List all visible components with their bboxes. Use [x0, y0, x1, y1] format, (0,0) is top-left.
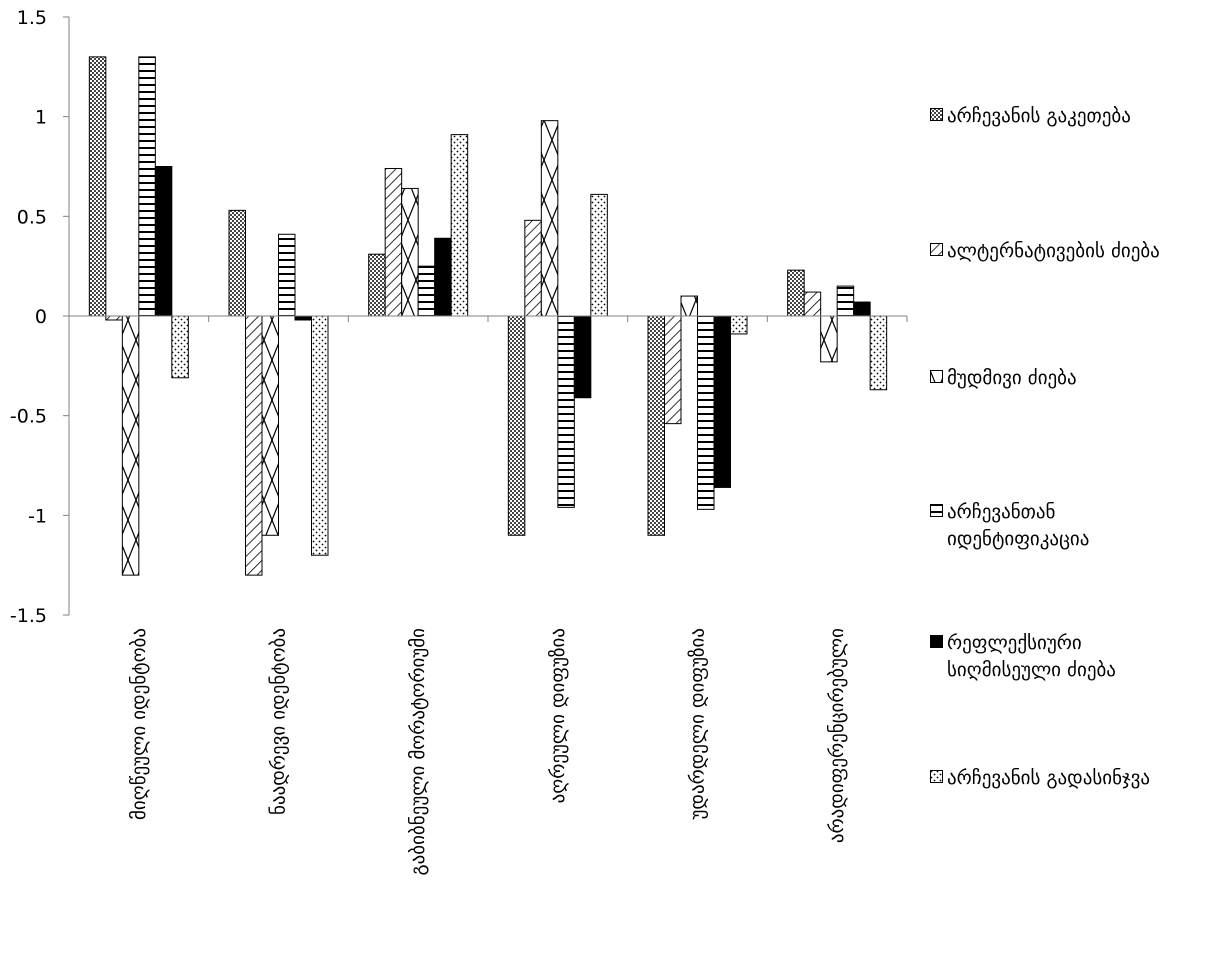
bar-series1-cat1	[88, 56, 107, 317]
bars	[88, 56, 888, 576]
y-tick-label: 0.5	[17, 206, 47, 228]
y-tick-label: -0.5	[10, 406, 47, 428]
bar-series3-cat6	[820, 315, 838, 363]
bar-series4-cat5	[697, 315, 715, 510]
legend-swatch-crosshatch	[930, 108, 943, 121]
bar-series6-cat3	[450, 134, 469, 317]
x-category-label: გაბიბნეული მორატორიუმი	[407, 628, 429, 875]
legend-item-series-4: არჩევანთან იდენტიფიკაცია	[930, 499, 1192, 553]
bar-series4-cat4	[557, 315, 575, 508]
x-category-label: ნაადრევი იდენტობა	[268, 628, 290, 815]
legend-label: რეფლექსიური სიღმისეული ძიება	[947, 632, 1116, 681]
bar-series1-cat5	[647, 315, 665, 536]
bar-series5-cat6	[853, 301, 871, 317]
bar-series5-cat5	[713, 315, 731, 488]
legend: არჩევანის გაკეთება ალტერნატივების ძიება …	[930, 0, 1210, 900]
x-axis	[68, 315, 908, 322]
y-tick-label: 1.5	[17, 7, 47, 29]
legend-item-series-3: მუდმივი ძიება	[930, 365, 1192, 392]
bar-series4-cat1	[138, 56, 156, 317]
bar-series5-cat1	[154, 166, 173, 317]
bar-series4-cat2	[278, 233, 296, 317]
bar-series2-cat5	[664, 315, 682, 425]
legend-swatch-dots	[930, 770, 943, 783]
y-tick-label: 1	[35, 107, 47, 129]
bar-series2-cat2	[245, 315, 263, 576]
legend-item-series-5: რეფლექსიური სიღმისეული ძიება	[930, 630, 1192, 684]
x-category-label: არადიფერენცირებული	[826, 628, 848, 843]
y-tick-label: -1	[28, 505, 47, 527]
bar-series6-cat2	[311, 315, 329, 556]
bar-series3-cat4	[540, 120, 559, 317]
legend-label: მუდმივი ძიება	[947, 367, 1077, 389]
legend-item-series-6: არჩევანის გადასინჯვა	[930, 765, 1192, 792]
bar-series2-cat3	[384, 167, 403, 317]
bar-series2-cat1	[105, 315, 123, 321]
x-category-label: უდარდელი დიფუზია	[687, 628, 709, 820]
legend-swatch-diagonal	[930, 243, 943, 256]
bar-series1-cat6	[787, 269, 805, 317]
bar-series2-cat6	[803, 291, 822, 317]
bar-series6-cat6	[869, 315, 888, 391]
bar-series1-cat3	[368, 253, 386, 317]
bar-chart: 1.5 1 0.5 0 -0.5 -1 -1.5 მიღწეული იდენტობა ნაად…	[10, 7, 908, 875]
bar-series6-cat5	[730, 315, 748, 335]
bar-series3-cat2	[261, 315, 279, 536]
x-category-label: მიღწეული იდენტობა	[128, 628, 150, 820]
bar-series6-cat1	[171, 315, 189, 379]
legend-swatch-solid	[930, 635, 943, 648]
x-category-label: აღრეული დიფუზია	[547, 628, 569, 803]
bar-series5-cat3	[434, 237, 452, 317]
legend-label: ალტერნატივების ძიება	[947, 240, 1160, 262]
bar-series6-cat4	[590, 193, 608, 317]
bar-series1-cat4	[507, 315, 526, 536]
bar-series3-cat5	[680, 295, 698, 317]
bar-series3-cat3	[401, 187, 419, 317]
bar-series2-cat4	[524, 219, 542, 317]
category-labels: მიღწეული იდენტობა ნაადრევი იდენტობა გაბიბნ…	[128, 628, 848, 875]
legend-label: არჩევანის გაკეთება	[947, 105, 1131, 127]
bar-series5-cat4	[573, 315, 592, 399]
legend-label: არჩევანთან იდენტიფიკაცია	[947, 501, 1090, 550]
bar-series4-cat6	[836, 285, 855, 317]
bar-series1-cat2	[228, 209, 246, 317]
y-axis: 1.5 1 0.5 0 -0.5 -1 -1.5	[10, 7, 70, 627]
legend-label: არჩევანის გადასინჯვა	[947, 767, 1151, 789]
bar-series5-cat2	[294, 315, 312, 321]
bar-series4-cat3	[417, 265, 436, 317]
y-tick-label: -1.5	[10, 605, 47, 627]
legend-swatch-horizontal	[930, 504, 943, 517]
legend-item-series-2: ალტერნატივების ძიება	[930, 238, 1192, 265]
legend-item-series-1: არჩევანის გაკეთება	[930, 103, 1192, 130]
legend-swatch-diamond	[930, 370, 943, 383]
bar-series3-cat1	[121, 315, 140, 576]
y-tick-label: 0	[35, 306, 47, 328]
